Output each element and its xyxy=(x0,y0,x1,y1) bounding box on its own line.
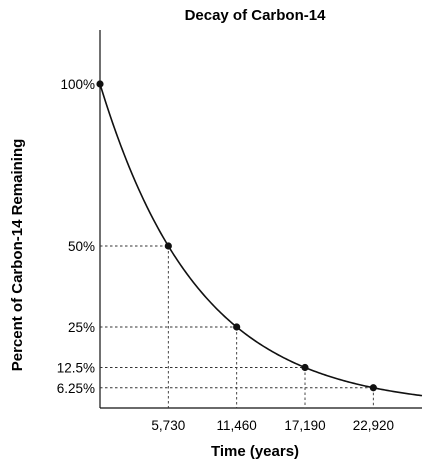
x-axis-label: Time (years) xyxy=(211,443,299,460)
y-tick-label-3: 12.5% xyxy=(57,361,95,376)
guide-lines xyxy=(100,245,374,408)
y-tick-label-1: 50% xyxy=(68,239,95,254)
x-tick-labels: 5,730 11,460 17,190 22,920 xyxy=(151,418,394,433)
y-axis-label: Percent of Carbon-14 Remaining xyxy=(9,139,26,372)
x-tick-label-1: 11,460 xyxy=(217,418,257,433)
x-tick-label-2: 17,190 xyxy=(284,418,325,433)
decay-curve-group xyxy=(99,83,423,397)
y-tick-label-2: 25% xyxy=(68,320,95,335)
data-point-4 xyxy=(369,384,377,392)
data-point-1 xyxy=(164,242,172,250)
y-tick-label-0: 100% xyxy=(60,77,95,92)
data-point-2 xyxy=(233,323,241,331)
x-tick-label-3: 22,920 xyxy=(353,418,394,433)
decay-curve xyxy=(99,83,423,397)
data-point-3 xyxy=(301,363,309,372)
y-tick-label-4: 6.25% xyxy=(57,381,95,396)
data-point-0 xyxy=(96,80,104,88)
chart-title: Decay of Carbon-14 xyxy=(185,7,327,24)
y-tick-labels: 100% 50% 25% 12.5% 6.25% xyxy=(57,77,95,396)
x-tick-label-0: 5,730 xyxy=(151,418,185,433)
data-points xyxy=(96,80,377,392)
